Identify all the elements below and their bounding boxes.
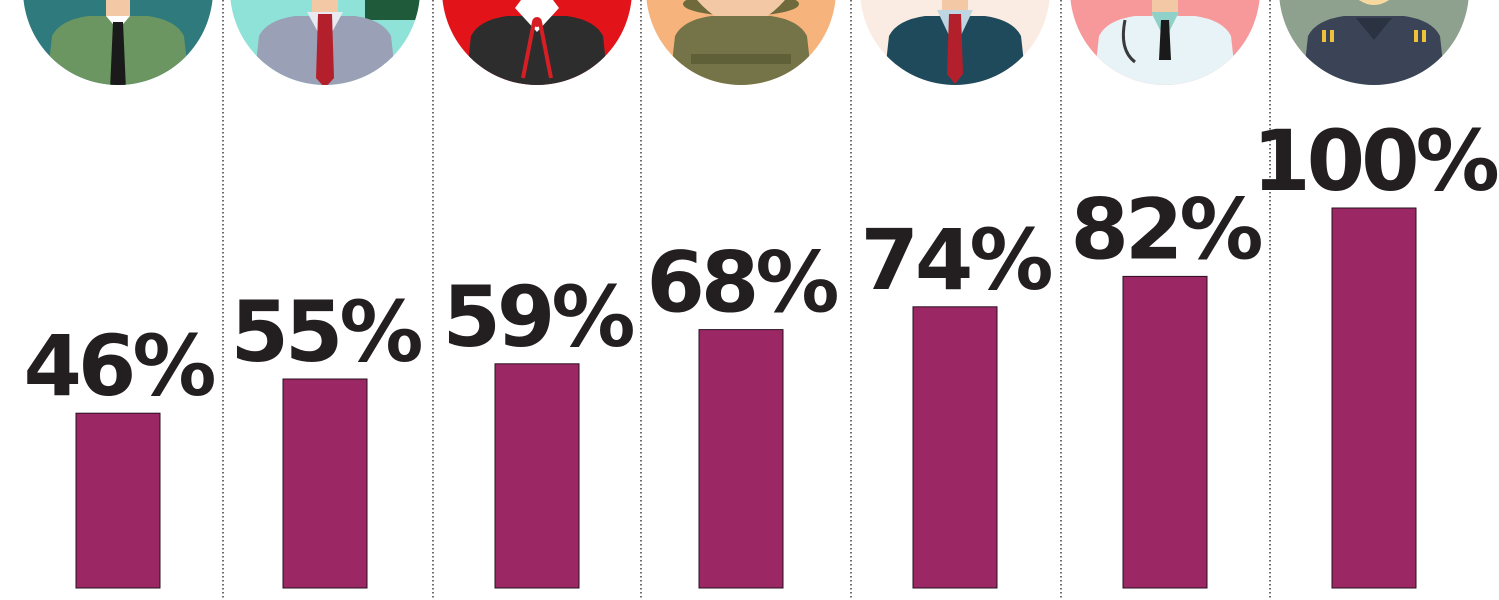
judge-icon [442, 0, 632, 85]
green-suit-person-icon [23, 0, 213, 85]
bar-1 [75, 412, 161, 589]
military-officer-icon [1279, 0, 1469, 85]
doctor-icon [1070, 0, 1260, 85]
value-label-2: 55% [230, 283, 421, 381]
value-label-5: 74% [860, 211, 1051, 309]
value-label-1: 46% [23, 317, 214, 415]
grey-suit-person-icon [230, 0, 420, 85]
value-label-7: 100% [1252, 112, 1497, 210]
bar-6 [1122, 275, 1208, 589]
bar-5 [912, 306, 998, 589]
navy-suit-person-icon [860, 0, 1050, 85]
bar-7 [1331, 207, 1417, 589]
soldier-icon [646, 0, 836, 85]
bar-2 [282, 378, 368, 589]
value-label-3: 59% [442, 268, 633, 366]
bar-3 [494, 363, 580, 589]
value-label-6: 82% [1070, 180, 1261, 278]
value-label-4: 68% [646, 234, 837, 332]
bar-4 [698, 329, 784, 589]
